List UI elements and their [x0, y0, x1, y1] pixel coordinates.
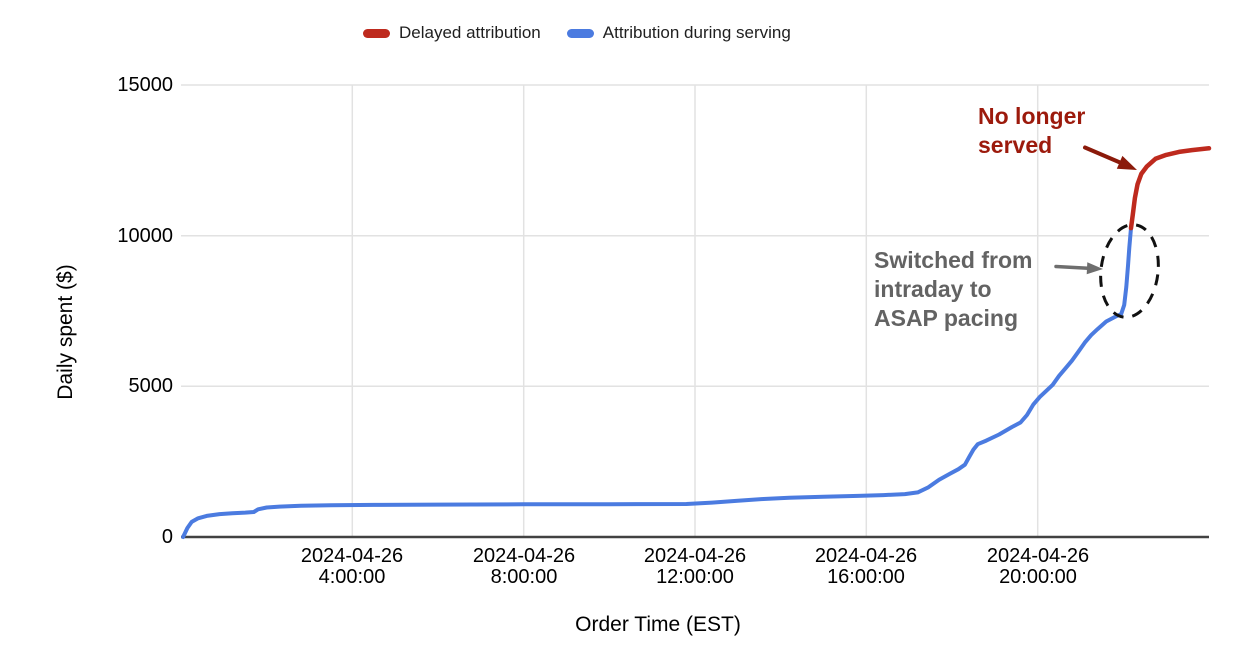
legend-swatch-red-icon [363, 28, 390, 38]
legend-label: Attribution during serving [602, 23, 791, 42]
series-line-attribution-during-serving [181, 226, 1133, 539]
legend-item-delayed-attribution: Delayed attribution [363, 23, 541, 43]
legend-label: Delayed attribution [399, 23, 541, 42]
annotation-switched-pacing: Switched from intraday to ASAP pacing [874, 247, 1033, 331]
x-axis-title: Order Time (EST) [575, 613, 741, 636]
annotation-graphics [1054, 145, 1160, 319]
annotation-no-longer-served: No longer served [978, 103, 1086, 158]
legend-item-attribution-during-serving: Attribution during serving [566, 23, 791, 43]
y-axis-title: Daily spent ($) [54, 264, 77, 400]
legend: Delayed attribution Attribution during s… [363, 23, 791, 43]
switched-pacing-arrow [1054, 262, 1103, 275]
pacing-change-ellipse [1099, 223, 1160, 319]
legend-swatch-blue-icon [566, 28, 594, 38]
chart-generated-layer [181, 84, 1212, 539]
no-longer-served-arrow [1083, 145, 1137, 170]
series-line-delayed-attribution [1128, 146, 1212, 231]
